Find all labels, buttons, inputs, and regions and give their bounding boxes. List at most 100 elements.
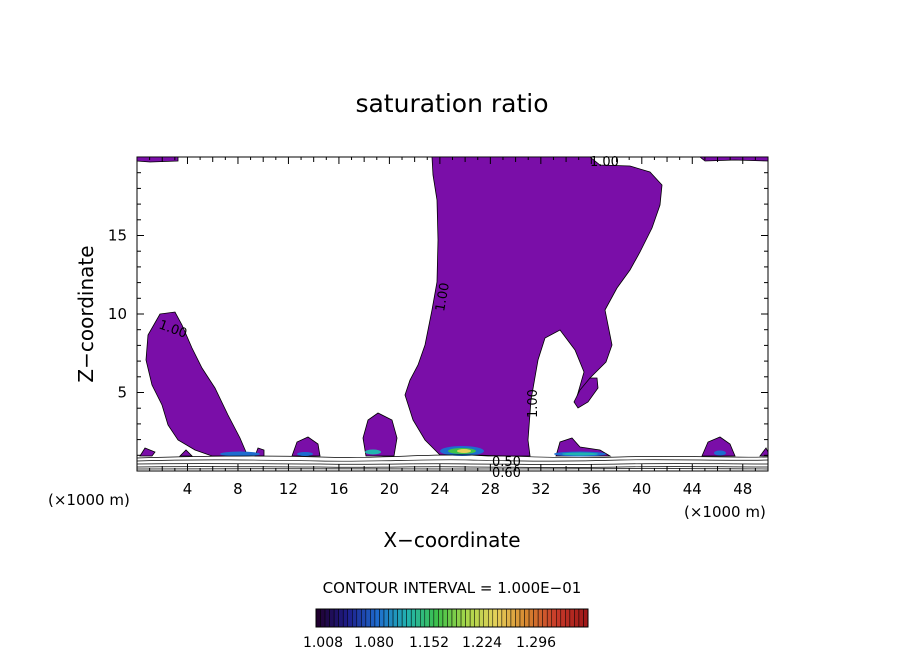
- y-tick-labels: 5 10 15: [108, 227, 127, 402]
- colorbar-frame: [315, 608, 589, 628]
- colorbar-cell: [501, 608, 507, 628]
- axis-ticks: [137, 157, 768, 471]
- colorbar-cell: [338, 608, 344, 628]
- colorbar-label: 1.152: [409, 635, 449, 651]
- colorbar-cell: [569, 608, 575, 628]
- colorbar-cell: [392, 608, 398, 628]
- colorbar: [315, 608, 589, 628]
- fill-top-right: [698, 156, 769, 162]
- x-tick-label: 40: [632, 480, 651, 498]
- x-tick-label: 20: [380, 480, 399, 498]
- colorbar-cell: [478, 608, 484, 628]
- colorbar-cell: [342, 608, 348, 628]
- colorbar-cell: [537, 608, 543, 628]
- blob-left: [220, 451, 260, 457]
- colorbar-cell: [410, 608, 416, 628]
- colorbar-label: 1.296: [516, 635, 556, 651]
- colorbar-cell: [465, 608, 471, 628]
- saturation-fill: [136, 156, 769, 457]
- colorbar-cell: [546, 608, 552, 628]
- contour-interval-text: CONTOUR INTERVAL = 1.000E−01: [323, 579, 582, 597]
- colorbar-cell: [415, 608, 421, 628]
- colorbar-cell: [556, 608, 562, 628]
- colorbar-cell: [324, 608, 330, 628]
- x-tick-label: 4: [183, 480, 193, 498]
- surface-contour-3: [136, 463, 769, 465]
- colorbar-cell: [574, 608, 580, 628]
- colorbar-cell: [483, 608, 489, 628]
- colorbar-cell: [560, 608, 566, 628]
- colorbar-cell: [365, 608, 371, 628]
- plot-area: 1.00 1.00 1.00 1.00 0.50 0.60: [136, 155, 769, 481]
- colorbar-cell: [442, 608, 448, 628]
- y-tick-label: 10: [108, 305, 127, 323]
- fill-small-cell-2: [291, 436, 321, 457]
- colorbar-cell: [401, 608, 407, 628]
- colorbar-cell: [433, 608, 439, 628]
- x-tick-label: 16: [329, 480, 348, 498]
- surface-contour-1: [136, 454, 769, 459]
- x-tick-label: 12: [279, 480, 298, 498]
- colorbar-cell: [388, 608, 394, 628]
- y-tick-label: 5: [117, 384, 127, 402]
- colorbar-cell: [583, 608, 589, 628]
- colorbar-cell: [383, 608, 389, 628]
- colorbar-cell: [488, 608, 494, 628]
- colorbar-cell: [456, 608, 462, 628]
- contour-label: 0.50: [492, 455, 521, 470]
- colorbar-cell: [542, 608, 548, 628]
- fill-central-plume: [404, 156, 663, 457]
- colorbar-cell: [519, 608, 525, 628]
- colorbar-cell: [497, 608, 503, 628]
- colorbar-cell: [370, 608, 376, 628]
- contour-label: 1.00: [590, 155, 619, 170]
- colorbar-cell: [361, 608, 367, 628]
- high-saturation-blobs: [220, 446, 726, 457]
- contour-label: 1.00: [433, 282, 453, 313]
- fill-small-cell-5: [139, 447, 156, 457]
- colorbar-cell: [429, 608, 435, 628]
- colorbar-cell: [469, 608, 475, 628]
- colorbar-cell: [528, 608, 534, 628]
- x-tick-label: 32: [531, 480, 550, 498]
- colorbar-cell: [397, 608, 403, 628]
- colorbar-cell: [406, 608, 412, 628]
- y-axis-label: Z−coordinate: [74, 245, 98, 382]
- surface-contour-4: [136, 466, 769, 468]
- x-tick-label: 24: [430, 480, 449, 498]
- contour-label: 0.60: [492, 466, 521, 481]
- colorbar-cell: [515, 608, 521, 628]
- colorbar-cell: [565, 608, 571, 628]
- x-tick-label: 8: [233, 480, 243, 498]
- colorbar-cell: [347, 608, 353, 628]
- chart-title: saturation ratio: [355, 89, 548, 118]
- colorbar-cell: [320, 608, 326, 628]
- colorbar-cell: [420, 608, 426, 628]
- colorbar-cell: [424, 608, 430, 628]
- colorbar-label: 1.008: [303, 635, 343, 651]
- blob-right-inner: [562, 452, 598, 456]
- fill-small-cell-3: [555, 437, 612, 457]
- colorbar-cell: [374, 608, 380, 628]
- x-tick-labels: 4 8 12 16 20 24 28 32 36 40 44 48: [183, 480, 753, 498]
- colorbar-cell: [492, 608, 498, 628]
- fill-small-cell-7: [179, 449, 193, 457]
- colorbar-cell: [551, 608, 557, 628]
- colorbar-cell: [524, 608, 530, 628]
- fill-small-cell-4: [701, 436, 736, 457]
- fill-top-band: [136, 156, 179, 163]
- blob-mid-left: [365, 449, 381, 455]
- colorbar-labels: 1.008 1.080 1.152 1.224 1.296: [303, 635, 556, 651]
- colorbar-cell: [447, 608, 453, 628]
- x-tick-label: 48: [733, 480, 752, 498]
- blob-mid: [297, 452, 313, 456]
- colorbar-label: 1.080: [354, 635, 394, 651]
- colorbar-cell: [451, 608, 457, 628]
- colorbar-cell: [506, 608, 512, 628]
- x-tick-label: 44: [683, 480, 702, 498]
- colorbar-cell: [533, 608, 539, 628]
- colorbar-cell: [329, 608, 335, 628]
- y-tick-label: 15: [108, 227, 127, 245]
- colorbar-cell: [356, 608, 362, 628]
